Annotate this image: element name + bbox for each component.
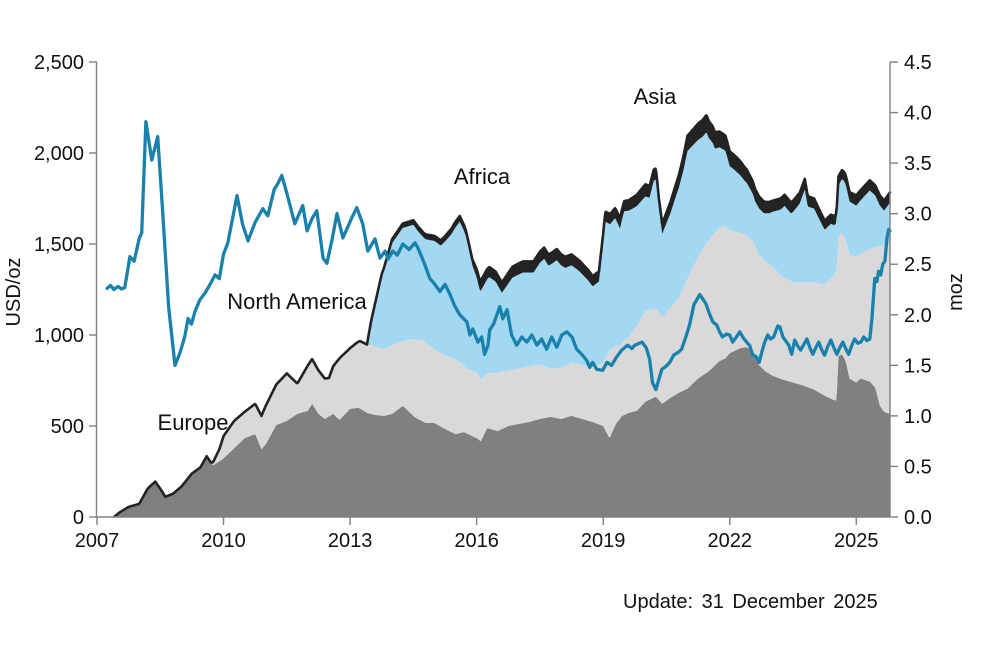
- price-line: [105, 120, 892, 392]
- series-north-america-area: [97, 225, 890, 518]
- right-axis-tick-label: 2.5: [904, 254, 932, 276]
- x-axis-tick-label: 2013: [328, 530, 373, 552]
- x-axis-tick-label: 2022: [707, 530, 752, 552]
- right-axis-tick-label: 1.5: [904, 355, 932, 377]
- series-europe-area: [97, 347, 890, 517]
- right-axis-tick-label: 4.5: [904, 52, 932, 74]
- left-axis-title: USD/oz: [3, 258, 25, 327]
- x-axis-tick-label: 2025: [834, 530, 879, 552]
- x-axis-tick-label: 2019: [581, 530, 626, 552]
- right-axis-title: moz: [945, 273, 967, 311]
- label-africa: Africa: [454, 164, 511, 189]
- left-axis-tick-label: 500: [51, 416, 84, 438]
- label-asia: Asia: [634, 84, 678, 109]
- update-note: Update: 31 December 2025: [623, 591, 878, 613]
- left-axis-tick-label: 2,000: [34, 143, 84, 165]
- x-axis-tick-label: 2016: [454, 530, 499, 552]
- right-axis-tick-label: 3.0: [904, 204, 932, 226]
- right-axis-tick-label: 1.0: [904, 406, 932, 428]
- right-axis-tick-label: 0.0: [904, 507, 932, 529]
- label-north-america: North America: [227, 289, 367, 314]
- label-europe: Europe: [158, 410, 229, 435]
- left-axis-tick-label: 0: [73, 507, 84, 529]
- x-axis-tick-label: 2010: [201, 530, 246, 552]
- left-axis-tick-label: 2,500: [34, 52, 84, 74]
- right-axis-tick-label: 3.5: [904, 153, 932, 175]
- x-axis-tick-label: 2007: [75, 530, 120, 552]
- right-axis-tick-label: 4.0: [904, 103, 932, 125]
- left-axis-tick-label: 1,500: [34, 234, 84, 256]
- right-axis-tick-label: 0.5: [904, 456, 932, 478]
- right-axis-tick-label: 2.0: [904, 305, 932, 327]
- stack-total-outline: [113, 114, 892, 518]
- left-axis-tick-label: 1,000: [34, 325, 84, 347]
